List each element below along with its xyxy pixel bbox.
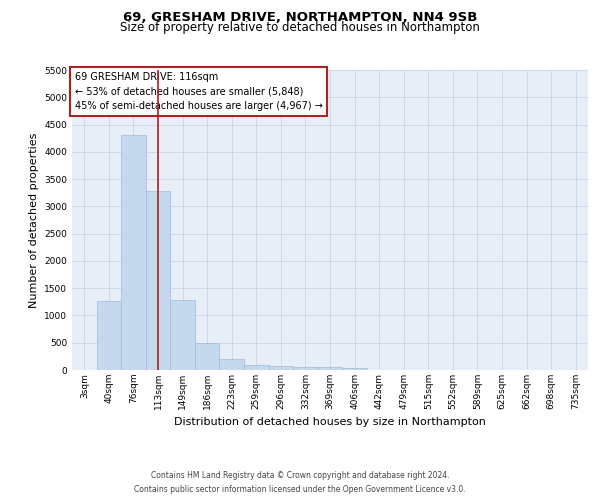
Bar [170, 300, 195, 370]
Y-axis label: Number of detached properties: Number of detached properties [29, 132, 38, 308]
Bar [269, 366, 293, 370]
X-axis label: Distribution of detached houses by size in Northampton: Distribution of detached houses by size … [174, 418, 486, 428]
Text: 69 GRESHAM DRIVE: 116sqm
← 53% of detached houses are smaller (5,848)
45% of sem: 69 GRESHAM DRIVE: 116sqm ← 53% of detach… [74, 72, 322, 111]
Bar [318, 368, 342, 370]
Bar [293, 368, 318, 370]
Bar [121, 136, 146, 370]
Bar [195, 344, 220, 370]
Bar [97, 302, 121, 370]
Bar [146, 190, 170, 370]
Bar [342, 368, 367, 370]
Text: Contains HM Land Registry data © Crown copyright and database right 2024.
Contai: Contains HM Land Registry data © Crown c… [134, 472, 466, 494]
Text: Size of property relative to detached houses in Northampton: Size of property relative to detached ho… [120, 21, 480, 34]
Bar [220, 359, 244, 370]
Text: 69, GRESHAM DRIVE, NORTHAMPTON, NN4 9SB: 69, GRESHAM DRIVE, NORTHAMPTON, NN4 9SB [123, 11, 477, 24]
Bar [244, 364, 269, 370]
